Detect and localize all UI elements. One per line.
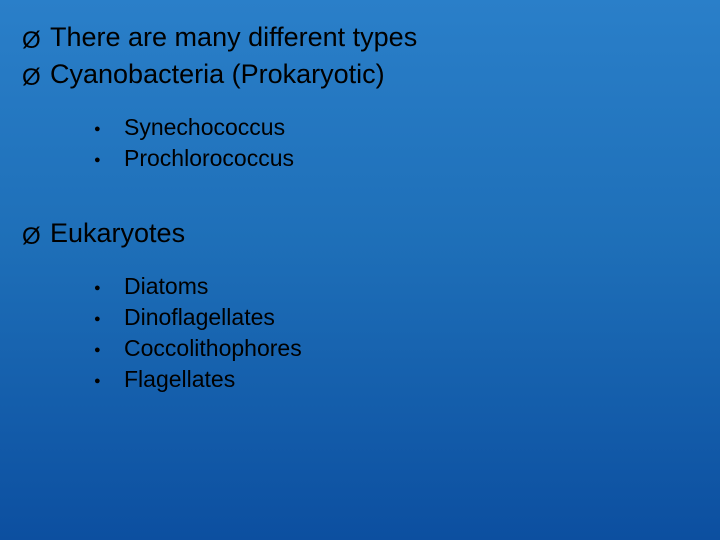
dot-icon: ● bbox=[94, 112, 124, 137]
bullet-text: Cyanobacteria (Prokaryotic) bbox=[50, 57, 698, 93]
bullet-level2: ● Prochlorococcus bbox=[22, 143, 698, 174]
bullet-level2: ● Coccolithophores bbox=[22, 333, 698, 364]
spacer bbox=[22, 94, 698, 112]
dot-icon: ● bbox=[94, 143, 124, 168]
bullet-level2: ● Diatoms bbox=[22, 271, 698, 302]
dot-icon: ● bbox=[94, 302, 124, 327]
bullet-text: Flagellates bbox=[124, 364, 698, 395]
bullet-text: There are many different types bbox=[50, 20, 698, 56]
bullet-level2: ● Synechococcus bbox=[22, 112, 698, 143]
spacer bbox=[22, 174, 698, 216]
bullet-text: Eukaryotes bbox=[50, 216, 698, 252]
bullet-text: Prochlorococcus bbox=[124, 143, 698, 174]
dot-icon: ● bbox=[94, 364, 124, 389]
bullet-text: Dinoflagellates bbox=[124, 302, 698, 333]
bullet-text: Synechococcus bbox=[124, 112, 698, 143]
chevron-right-icon: Ø bbox=[22, 216, 50, 253]
bullet-level2: ● Flagellates bbox=[22, 364, 698, 395]
bullet-level2: ● Dinoflagellates bbox=[22, 302, 698, 333]
bullet-level1: Ø Eukaryotes bbox=[22, 216, 698, 253]
dot-icon: ● bbox=[94, 271, 124, 296]
chevron-right-icon: Ø bbox=[22, 20, 50, 57]
bullet-level1: Ø There are many different types bbox=[22, 20, 698, 57]
bullet-text: Coccolithophores bbox=[124, 333, 698, 364]
bullet-level1: Ø Cyanobacteria (Prokaryotic) bbox=[22, 57, 698, 94]
dot-icon: ● bbox=[94, 333, 124, 358]
spacer bbox=[22, 253, 698, 271]
bullet-text: Diatoms bbox=[124, 271, 698, 302]
chevron-right-icon: Ø bbox=[22, 57, 50, 94]
slide-body: Ø There are many different types Ø Cyano… bbox=[0, 0, 720, 540]
